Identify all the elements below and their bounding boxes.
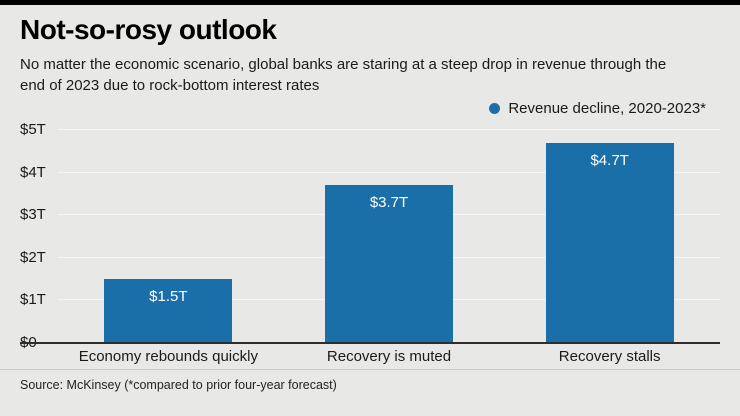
footer-divider: [0, 369, 740, 370]
legend-label: Revenue decline, 2020-2023*: [508, 100, 706, 117]
legend: Revenue decline, 2020-2023*: [489, 100, 706, 117]
x-axis-line: [20, 342, 720, 344]
bar-value-label: $3.7T: [369, 194, 409, 212]
chart-subtitle: No matter the economic scenario, global …: [20, 56, 667, 94]
x-category-label: Recovery is muted: [326, 348, 452, 365]
gridline: [58, 171, 720, 173]
y-tick-label: $1T: [20, 291, 46, 309]
bar-1: $1.5T: [104, 279, 233, 343]
y-tick-label: $3T: [20, 206, 46, 224]
plot-area: $1.5T $3.7T $4.7T: [58, 129, 720, 343]
bar-value-label: $1.5T: [149, 288, 188, 306]
y-tick-label: $2T: [20, 248, 46, 266]
bar-2: $3.7T: [325, 185, 453, 343]
legend-dot-icon: [489, 103, 501, 114]
source-note: Source: McKinsey (*compared to prior fou…: [20, 378, 337, 392]
bar-value-label: $4.7T: [590, 151, 629, 169]
bar-3: $4.7T: [545, 142, 674, 343]
gridline: [58, 129, 720, 130]
top-accent-bar: [0, 0, 740, 5]
x-axis-labels: Economy rebounds quickly Recovery is mute…: [58, 348, 720, 366]
x-category-label: Recovery stalls: [558, 348, 661, 365]
y-tick-label: $4T: [20, 163, 46, 181]
y-axis: $0 $1T $2T $3T $4T $5T: [20, 121, 56, 351]
y-tick-label: $5T: [20, 121, 46, 138]
x-category-label: Economy rebounds quickly: [78, 348, 258, 365]
chart-title: Not-so-rosy outlook: [20, 14, 277, 45]
